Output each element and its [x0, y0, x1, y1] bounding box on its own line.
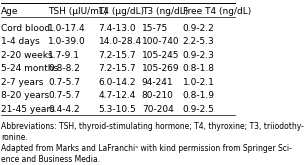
Text: 4.7-12.4: 4.7-12.4 [98, 91, 136, 100]
Text: 2-20 weeks: 2-20 weeks [2, 51, 53, 60]
Text: 21-45 years: 21-45 years [2, 105, 55, 114]
Text: 100-740: 100-740 [142, 37, 179, 46]
Text: Adapted from Marks and LaFranchiˢ with kind permission from Springer Sci-: Adapted from Marks and LaFranchiˢ with k… [2, 144, 292, 153]
Text: 94-241: 94-241 [142, 78, 173, 87]
Text: Cord blood: Cord blood [2, 24, 50, 33]
Text: 0.9-2.2: 0.9-2.2 [183, 24, 214, 33]
Text: 0.7-5.7: 0.7-5.7 [48, 91, 80, 100]
Text: 5-24 months: 5-24 months [2, 64, 58, 73]
Text: 0.8-8.2: 0.8-8.2 [48, 64, 80, 73]
Text: Abbreviations: TSH, thyroid-stimulating hormone; T4, thyroxine; T3, triiodothy-: Abbreviations: TSH, thyroid-stimulating … [2, 122, 304, 131]
Text: ence and Business Media.: ence and Business Media. [2, 155, 101, 164]
Text: Age: Age [2, 7, 19, 16]
Text: 7.4-13.0: 7.4-13.0 [98, 24, 136, 33]
Text: Free T4 (ng/dL): Free T4 (ng/dL) [183, 7, 251, 16]
Text: 80-210: 80-210 [142, 91, 174, 100]
Text: 2.2-5.3: 2.2-5.3 [183, 37, 214, 46]
Text: 5.3-10.5: 5.3-10.5 [98, 105, 136, 114]
Text: 6.0-14.2: 6.0-14.2 [98, 78, 136, 87]
Text: 0.8-1.8: 0.8-1.8 [183, 64, 215, 73]
Text: 1.0-2.1: 1.0-2.1 [183, 78, 215, 87]
Text: 0.7-5.7: 0.7-5.7 [48, 78, 80, 87]
Text: 105-269: 105-269 [142, 64, 179, 73]
Text: TSH (μIU/mL): TSH (μIU/mL) [48, 7, 108, 16]
Text: 2-7 years: 2-7 years [2, 78, 44, 87]
Text: 7.2-15.7: 7.2-15.7 [98, 64, 136, 73]
Text: 0.9-2.3: 0.9-2.3 [183, 51, 215, 60]
Text: T3 (ng/dL): T3 (ng/dL) [142, 7, 188, 16]
Text: 70-204: 70-204 [142, 105, 174, 114]
Text: 0.8-1.9: 0.8-1.9 [183, 91, 215, 100]
Text: 14.0-28.4: 14.0-28.4 [98, 37, 142, 46]
Text: 0.4-4.2: 0.4-4.2 [48, 105, 80, 114]
Text: 7.2-15.7: 7.2-15.7 [98, 51, 136, 60]
Text: T4 (μg/dL): T4 (μg/dL) [98, 7, 145, 16]
Text: 15-75: 15-75 [142, 24, 168, 33]
Text: 1.7-9.1: 1.7-9.1 [48, 51, 80, 60]
Text: 0.9-2.5: 0.9-2.5 [183, 105, 215, 114]
Text: 1-4 days: 1-4 days [2, 37, 40, 46]
Text: 105-245: 105-245 [142, 51, 179, 60]
Text: 8-20 years: 8-20 years [2, 91, 50, 100]
Text: ronine.: ronine. [2, 133, 28, 142]
Text: 1.0-17.4: 1.0-17.4 [48, 24, 86, 33]
Text: 1.0-39.0: 1.0-39.0 [48, 37, 86, 46]
